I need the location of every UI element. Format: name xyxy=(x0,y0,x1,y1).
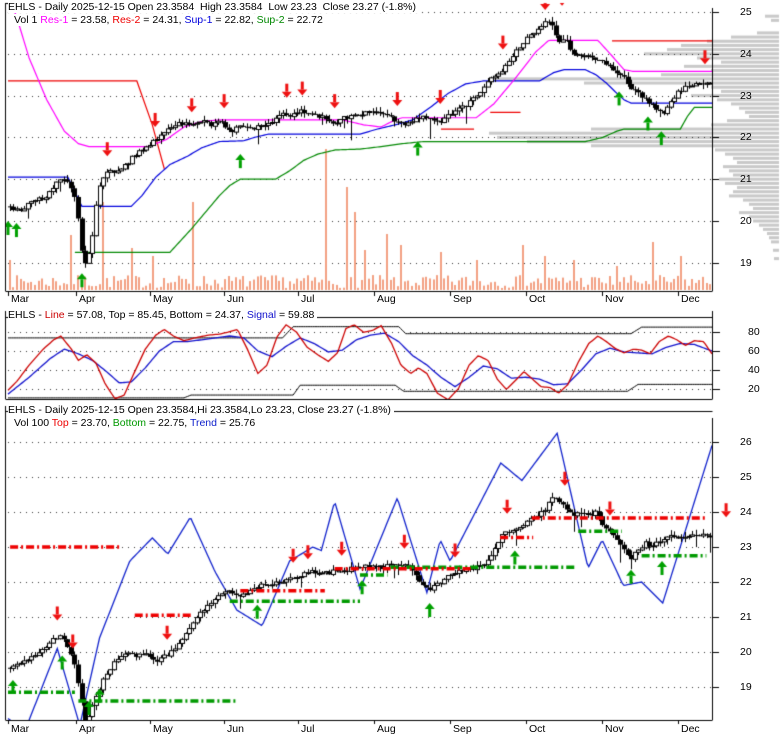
y-axis-label: 80 xyxy=(748,326,760,338)
legend-token: Top xyxy=(51,417,69,429)
month-label: Sep xyxy=(453,723,472,735)
month-label: May xyxy=(153,293,173,305)
month-label: Jun xyxy=(227,723,244,735)
month-label: Mar xyxy=(11,293,30,305)
legend-token: = 57.08, Top = 85.45, Bottom = 24.37, xyxy=(64,309,247,321)
y-axis-label: 21 xyxy=(740,611,752,623)
month-label: Jul xyxy=(301,293,315,305)
month-label: Oct xyxy=(529,723,546,735)
y-axis-label: 22 xyxy=(740,576,752,588)
panel1-indicator-legend: Vol 1 Res-1 = 23.58, Res-2 = 24.31, Sup-… xyxy=(14,14,326,26)
month-label: Nov xyxy=(605,723,624,735)
legend-token: = 22.75, xyxy=(146,417,190,429)
month-label: Aug xyxy=(377,293,396,305)
panel1-title: EHLS - Daily 2025-12-15 Open 23.3584 Hig… xyxy=(8,1,420,13)
y-axis-label: 20 xyxy=(740,215,752,227)
legend-token: Sup-2 xyxy=(256,14,285,26)
legend-token: = 59.88 xyxy=(276,309,315,321)
legend-token: Signal xyxy=(246,309,277,321)
panel2-indicator-legend: EHLS - Line = 57.08, Top = 85.45, Bottom… xyxy=(8,309,318,321)
month-label: Dec xyxy=(681,293,700,305)
legend-token: Sup-1 xyxy=(184,14,213,26)
y-axis-label: 19 xyxy=(740,257,752,269)
legend-token: Vol 100 xyxy=(14,417,52,429)
y-axis-label: 40 xyxy=(748,364,760,376)
month-label: Nov xyxy=(605,293,624,305)
legend-token: Res-2 xyxy=(112,14,141,26)
panel3-indicator-legend: Vol 100 Top = 23.70, Bottom = 22.75, Tre… xyxy=(14,417,259,429)
panel3-title: EHLS - Daily 2025-12-15 Open 23.3584,Hi … xyxy=(8,404,394,416)
y-axis-label: 60 xyxy=(748,345,760,357)
y-axis-label: 26 xyxy=(740,436,752,448)
legend-token: Res-1 xyxy=(40,14,69,26)
y-axis-label: 24 xyxy=(740,506,752,518)
y-axis-label: 25 xyxy=(740,471,752,483)
legend-token: = 22.72 xyxy=(284,14,323,26)
month-label: Apr xyxy=(79,293,96,305)
y-axis-label: 20 xyxy=(740,646,752,658)
y-axis-label: 24 xyxy=(740,48,752,60)
legend-token: = 23.58, xyxy=(68,14,113,26)
y-axis-label: 19 xyxy=(740,681,752,693)
legend-token: = 24.31, xyxy=(140,14,185,26)
legend-token: Trend xyxy=(189,417,217,429)
month-label: Apr xyxy=(79,723,96,735)
month-label: Mar xyxy=(11,723,30,735)
y-axis-label: 20 xyxy=(748,383,760,395)
y-axis-label: 21 xyxy=(740,173,752,185)
legend-token: = 22.82, xyxy=(212,14,257,26)
y-axis-label: 23 xyxy=(740,90,752,102)
legend-token: Bottom xyxy=(112,417,147,429)
legend-token: EHLS - xyxy=(8,309,45,321)
y-axis-label: 25 xyxy=(740,6,752,18)
month-label: Jun xyxy=(227,293,244,305)
legend-token: = 23.70, xyxy=(68,417,113,429)
month-label: Dec xyxy=(681,723,700,735)
legend-token: = 25.76 xyxy=(216,417,256,429)
month-label: Sep xyxy=(453,293,472,305)
y-axis-label: 22 xyxy=(740,131,752,143)
month-label: Aug xyxy=(377,723,396,735)
y-axis-label: 23 xyxy=(740,541,752,553)
month-label: May xyxy=(153,723,173,735)
legend-token: Line xyxy=(44,309,65,321)
month-label: Jul xyxy=(301,723,315,735)
legend-token: Vol 1 xyxy=(14,14,41,26)
month-label: Oct xyxy=(529,293,546,305)
